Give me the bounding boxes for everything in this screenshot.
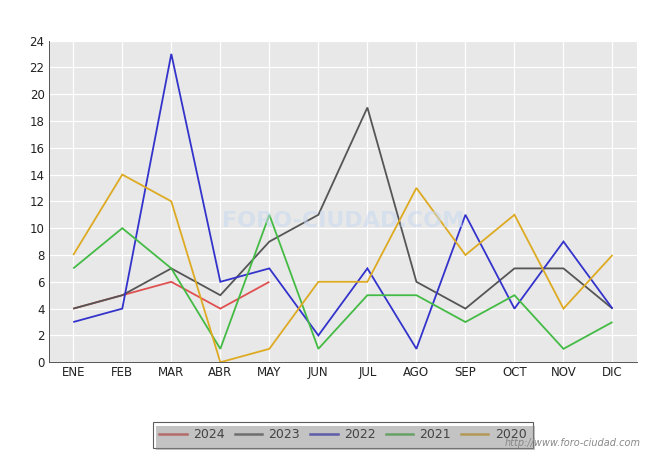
Text: http://www.foro-ciudad.com: http://www.foro-ciudad.com bbox=[504, 438, 640, 448]
Text: Matriculaciones de Vehiculos en Ciguñuela: Matriculaciones de Vehiculos en Ciguñuel… bbox=[153, 11, 497, 26]
Legend: 2024, 2023, 2022, 2021, 2020: 2024, 2023, 2022, 2021, 2020 bbox=[153, 422, 532, 448]
Bar bbox=[156, 426, 535, 450]
Text: FORO-CIUDAD.COM: FORO-CIUDAD.COM bbox=[222, 211, 464, 231]
